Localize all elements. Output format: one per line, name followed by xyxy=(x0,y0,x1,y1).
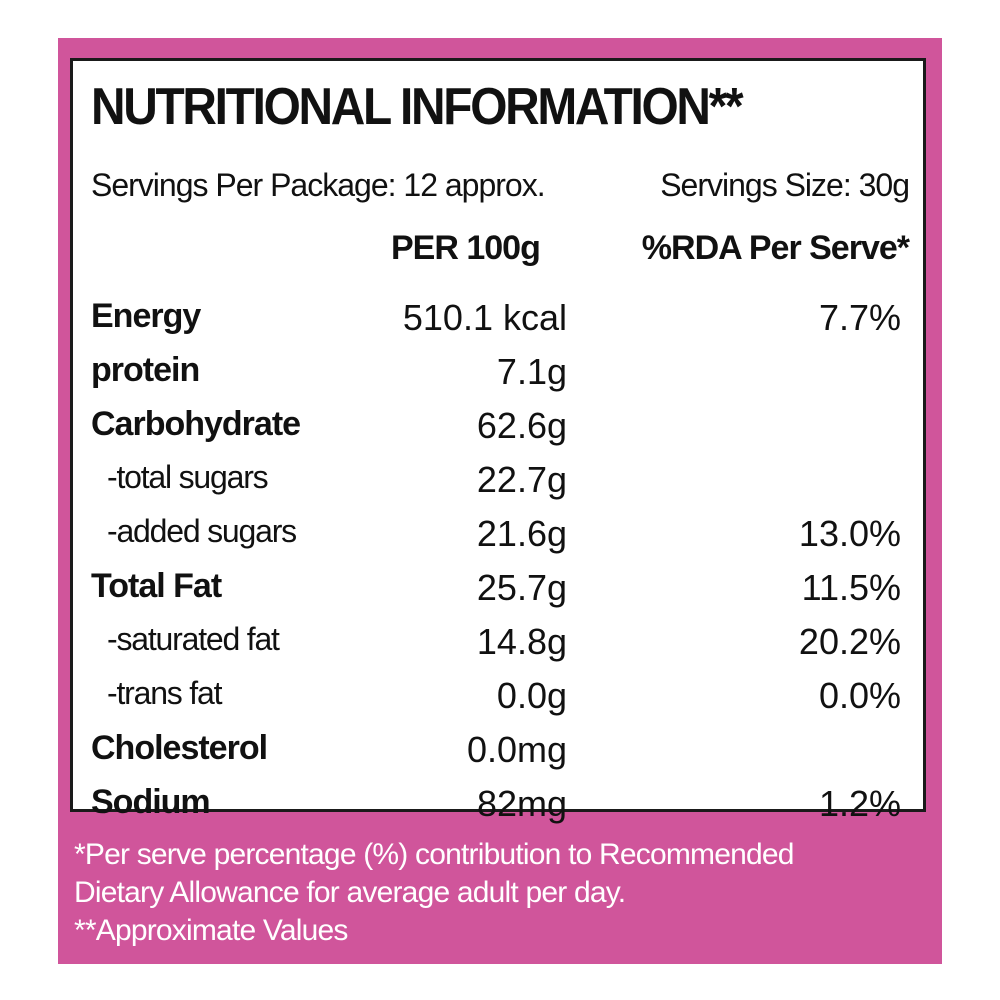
per-100g-value: 82mg xyxy=(476,783,567,824)
label-title: NUTRITIONAL INFORMATION** xyxy=(91,78,744,136)
rda-value: 11.5% xyxy=(801,567,901,608)
pink-panel: NUTRITIONAL INFORMATION** Servings Per P… xyxy=(58,38,942,964)
per-100g-value: 0.0g xyxy=(496,675,567,716)
per-100g-value: 25.7g xyxy=(476,567,567,608)
nutrient-row-trans-fat: -trans fat 0.0g 0.0% xyxy=(73,669,923,723)
servings-per-package: Servings Per Package: 12 approx. xyxy=(91,167,546,203)
nutrient-row-total-sugars: -total sugars 22.7g xyxy=(73,453,923,507)
rda-value: 20.2% xyxy=(798,621,901,662)
nutrient-row-cholesterol: Cholesterol 0.0mg xyxy=(73,723,923,777)
nutrient-row-carbohydrate: Carbohydrate 62.6g xyxy=(73,399,923,453)
per-100g-value: 22.7g xyxy=(476,459,567,500)
column-header-per-100g: PER 100g xyxy=(391,229,541,267)
nutrient-name: Sodium xyxy=(91,783,211,821)
rda-value: 0.0% xyxy=(818,675,901,716)
per-100g-value: 21.6g xyxy=(476,513,567,554)
footnote: *Per serve percentage (%) contribution t… xyxy=(74,836,934,950)
footnote-line: Dietary Allowance for average adult per … xyxy=(74,876,626,909)
serving-size: Servings Size: 30g xyxy=(660,167,910,203)
per-100g-value: 62.6g xyxy=(476,405,567,446)
rda-value: 7.7% xyxy=(818,297,901,338)
per-100g-value: 7.1g xyxy=(496,351,567,392)
footnote-line: **Approximate Values xyxy=(74,914,348,947)
nutrient-name: Energy xyxy=(91,297,201,335)
nutrient-row-energy: Energy 510.1 kcal 7.7% xyxy=(73,291,923,345)
nutrient-row-protein: protein 7.1g xyxy=(73,345,923,399)
per-100g-value: 14.8g xyxy=(476,621,567,662)
nutrient-row-added-sugars: -added sugars 21.6g 13.0% xyxy=(73,507,923,561)
nutrient-name: -saturated fat xyxy=(107,621,280,657)
nutrient-row-saturated-fat: -saturated fat 14.8g 20.2% xyxy=(73,615,923,669)
nutrient-name: Carbohydrate xyxy=(91,405,301,443)
nutrient-rows: Energy 510.1 kcal 7.7% protein 7.1g Carb… xyxy=(73,291,923,831)
nutrition-table: NUTRITIONAL INFORMATION** Servings Per P… xyxy=(70,58,926,824)
per-100g-value: 510.1 kcal xyxy=(402,297,567,338)
nutrient-name: -added sugars xyxy=(107,513,297,549)
rda-value: 13.0% xyxy=(798,513,901,554)
nutrient-row-sodium: Sodium 82mg 1.2% xyxy=(73,777,923,831)
nutrient-name: -total sugars xyxy=(107,459,269,495)
nutrient-row-total-fat: Total Fat 25.7g 11.5% xyxy=(73,561,923,615)
nutrient-name: protein xyxy=(91,351,200,389)
rda-value: 1.2% xyxy=(818,783,901,824)
nutrient-name: Cholesterol xyxy=(91,729,268,767)
nutrient-name: Total Fat xyxy=(91,567,222,605)
column-header-rda: %RDA Per Serve* xyxy=(641,229,910,267)
nutrient-name: -trans fat xyxy=(107,675,222,711)
footnote-line: *Per serve percentage (%) contribution t… xyxy=(74,838,794,871)
per-100g-value: 0.0mg xyxy=(466,729,567,770)
